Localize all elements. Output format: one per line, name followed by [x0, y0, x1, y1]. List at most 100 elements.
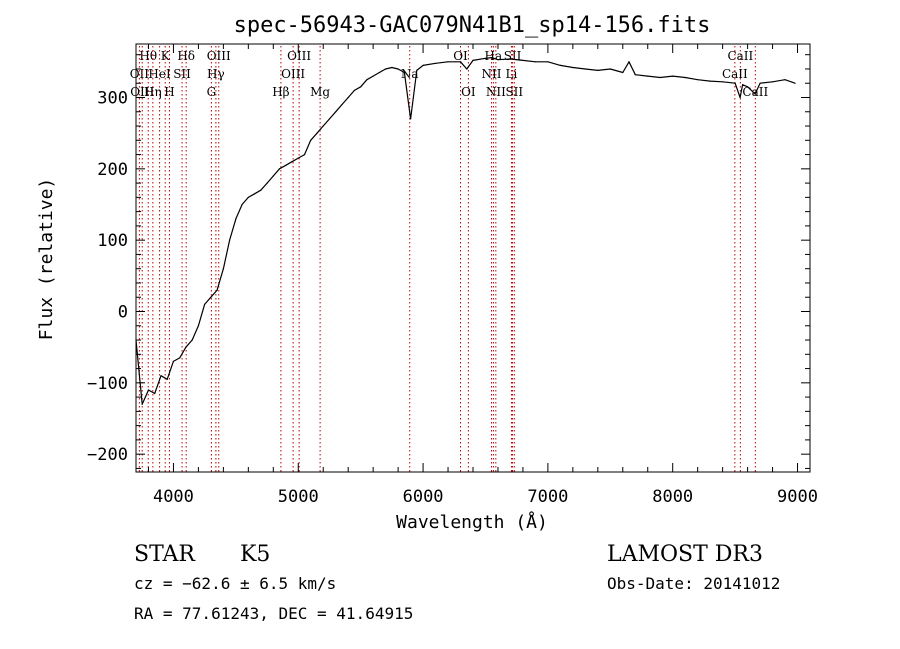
line-marker-label-10: HeI — [148, 67, 171, 81]
plot-frame — [135, 43, 811, 473]
line-marker-label-26: SII — [505, 85, 523, 99]
spectrum-point-3 — [154, 392, 156, 395]
line-marker-label-12: Hγ — [207, 67, 225, 81]
spectrum-point-36 — [360, 86, 362, 88]
spectrum-point-30 — [322, 125, 324, 127]
spectrum-point-59 — [559, 64, 562, 66]
spectrum-point-60 — [572, 66, 574, 69]
line-marker-label-25: NII — [486, 85, 506, 99]
spectrum-point-50 — [466, 68, 468, 70]
line-marker-label-11: SII — [173, 67, 191, 81]
spectrum-point-19 — [254, 193, 256, 195]
spectrum-point-27 — [303, 154, 306, 156]
line-marker-label-9: OII — [130, 67, 150, 81]
x-tick-label-4: 8000 — [652, 487, 693, 507]
spectrum-point-9 — [191, 339, 193, 341]
spectrum-point-82 — [794, 82, 796, 84]
x-tick-label-2: 6000 — [403, 487, 444, 507]
spectrum-point-81 — [784, 79, 786, 81]
survey-name: LAMOST DR3 — [607, 542, 763, 567]
spectrum-point-38 — [372, 75, 374, 77]
line-marker-label-15: NII — [481, 67, 501, 81]
spectrum-point-34 — [347, 96, 349, 99]
line-marker-label-8: CaII — [727, 49, 753, 63]
spectrum-point-80 — [772, 81, 774, 83]
spectrum-point-31 — [328, 118, 331, 120]
chart-title: spec-56943-GAC079N41B1_sp14-156.fits — [234, 13, 711, 38]
x-axis-label: Wavelength (Å) — [396, 511, 548, 533]
spectrum-point-69 — [672, 75, 674, 77]
spectrum-point-46 — [422, 64, 424, 66]
spectrum-point-55 — [509, 58, 511, 60]
spectrum-point-78 — [754, 93, 756, 95]
y-tick-label-0: −200 — [87, 445, 128, 465]
spectrum-point-62 — [597, 69, 599, 71]
spectrum-point-75 — [739, 96, 741, 99]
y-tick-label-3: 100 — [97, 231, 128, 251]
spectrum-point-53 — [491, 57, 493, 59]
spectrum-point-54 — [497, 59, 499, 61]
spectrum-point-76 — [742, 84, 744, 86]
spectrum-point-41 — [391, 66, 393, 69]
line-marker-label-5: OI — [453, 49, 468, 63]
object-class: STAR — [134, 542, 196, 567]
spectrum-point-71 — [697, 79, 699, 81]
line-marker-label-18: OIII — [130, 85, 154, 99]
redshift-text: cz = −62.6 ± 6.5 km/s — [134, 574, 336, 593]
line-marker-label-1: K — [161, 49, 171, 63]
spectrum-point-15 — [229, 239, 231, 241]
line-marker-label-20: H — [164, 85, 174, 99]
spectrum-point-14 — [222, 268, 224, 270]
spectrum-point-61 — [584, 68, 586, 70]
spectrum-point-52 — [484, 57, 487, 59]
line-marker-label-24: OI — [461, 85, 476, 99]
spectrum-point-63 — [609, 68, 611, 70]
line-marker-label-6: Ha — [485, 49, 503, 63]
spectrum-point-44 — [410, 118, 412, 120]
spectrum-point-2 — [147, 389, 150, 391]
spectrum-point-57 — [534, 61, 537, 63]
spectrum-point-39 — [378, 71, 380, 74]
coordinates: RA = 77.61243, DEC = 41.64915 — [134, 604, 413, 623]
y-tick-label-5: 300 — [97, 89, 128, 109]
spectrum-point-21 — [266, 182, 268, 184]
spectrum-point-58 — [547, 61, 549, 63]
spectrum-point-67 — [647, 75, 649, 77]
spectrum-point-5 — [166, 378, 168, 380]
line-marker-label-2: Hδ — [177, 49, 195, 63]
spectrum-point-40 — [385, 68, 387, 70]
spectrum-point-47 — [435, 62, 437, 64]
line-marker-label-13: OIII — [281, 67, 305, 81]
y-tick-label-1: −100 — [87, 374, 128, 394]
spectrum-point-23 — [278, 168, 281, 170]
spectrum-point-26 — [297, 157, 299, 159]
spectrum-point-7 — [179, 357, 181, 359]
spectrum-point-10 — [197, 325, 199, 327]
spectrum-point-64 — [622, 71, 624, 74]
spectrum-point-22 — [272, 175, 274, 177]
spectrum-point-33 — [341, 104, 343, 106]
obs-date: Obs-Date: 20141012 — [607, 574, 780, 593]
y-tick-label-4: 200 — [97, 160, 128, 180]
spectrum-point-74 — [734, 82, 736, 84]
y-tick-label-2: 0 — [118, 303, 128, 323]
spectrum-point-28 — [310, 139, 312, 141]
spectrum-point-32 — [335, 111, 337, 113]
spectrum-point-17 — [241, 203, 243, 206]
line-marker-label-17: CaII — [722, 67, 748, 81]
spectrum-point-11 — [204, 303, 206, 305]
spectrum-point-37 — [366, 79, 368, 81]
spectrum-point-16 — [235, 218, 237, 220]
spectrum-point-29 — [316, 132, 318, 134]
spectrum-point-65 — [628, 61, 630, 63]
spectrum-point-42 — [397, 68, 399, 70]
spectrum-point-35 — [353, 89, 355, 91]
spectrum-point-18 — [247, 196, 249, 198]
line-marker-label-23: Mg — [310, 85, 330, 99]
spectrum-point-77 — [747, 86, 749, 88]
line-marker-label-3: OIII — [207, 49, 231, 63]
spectrum-point-1 — [141, 403, 143, 405]
spectrum-point-49 — [459, 61, 462, 63]
